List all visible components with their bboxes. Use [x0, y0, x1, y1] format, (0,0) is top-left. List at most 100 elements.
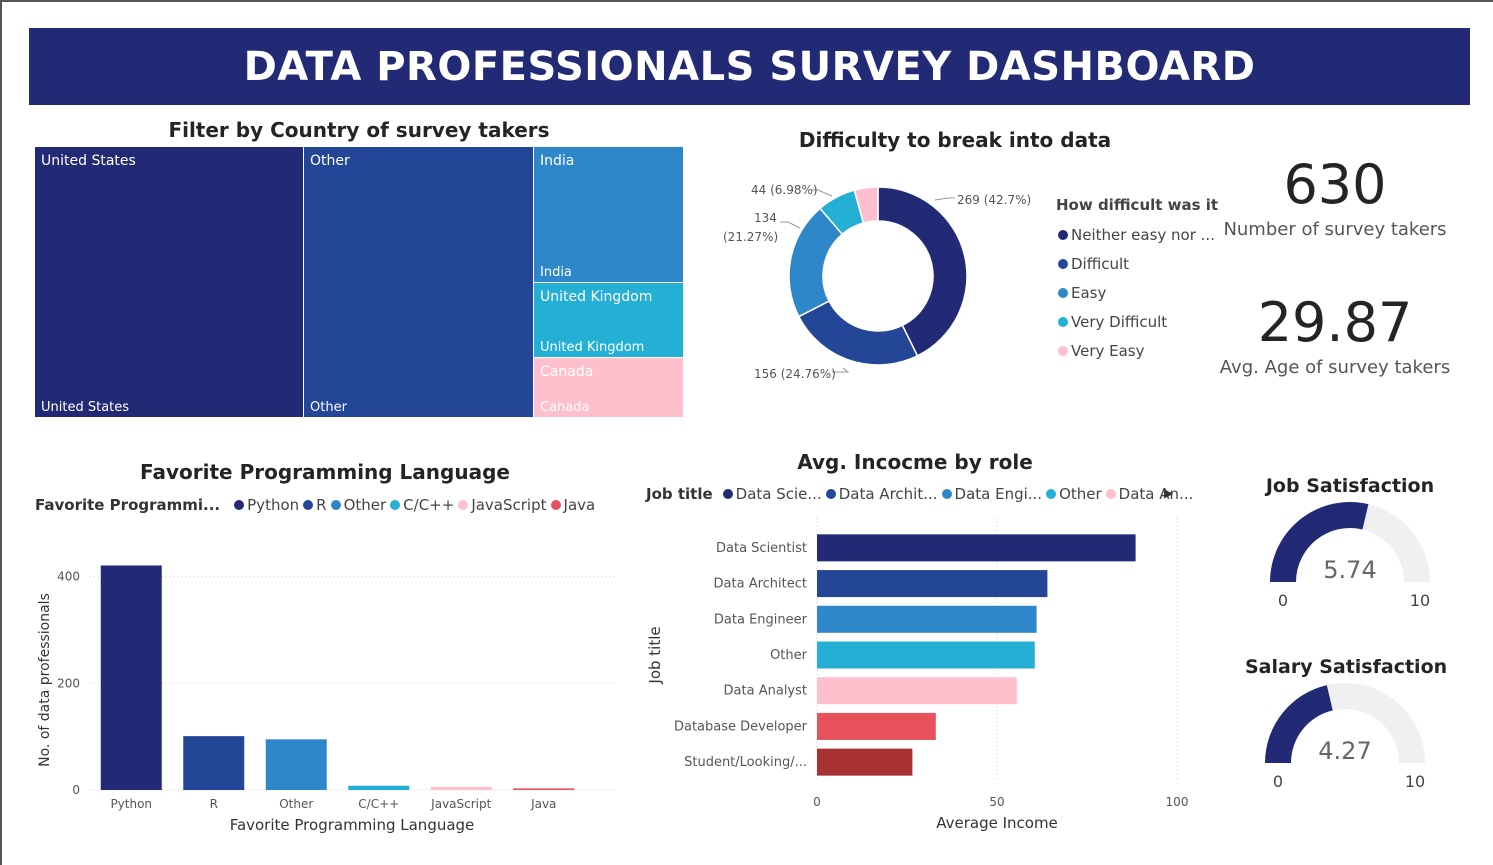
income-legend: Job title Data Scie... Data Archit... Da…: [646, 485, 1193, 503]
legend-dot-icon: [303, 500, 314, 510]
x-tick-label: R: [210, 797, 218, 811]
x-tick-label: Java: [530, 797, 556, 811]
bar-student-looking-[interactable]: [817, 748, 913, 776]
donut-legend-item[interactable]: Easy: [1056, 278, 1218, 307]
x-tick-label: 100: [1166, 795, 1189, 809]
bar-data-analyst[interactable]: [817, 677, 1017, 705]
kpi-value: 29.87: [1257, 291, 1413, 354]
bar-cc[interactable]: [348, 785, 410, 790]
gauge-value-label: 4.27: [1318, 737, 1371, 765]
gauge-value-label: 5.74: [1323, 556, 1376, 584]
country-treemap[interactable]: United States United States Other Other …: [35, 147, 683, 417]
donut-legend: How difficult was it Neither easy nor ..…: [1056, 196, 1218, 365]
donut-legend-label: Easy: [1071, 283, 1107, 302]
y-tick-label: Data Engineer: [714, 612, 808, 627]
lang-legend-item[interactable]: JavaScript: [454, 496, 547, 514]
income-by-role-bar-chart[interactable]: 0 50 100 Data Scientist Data Architect Data E…: [640, 510, 1220, 840]
treemap-cell-india[interactable]: India India: [534, 147, 683, 282]
x-axis-label: Average Income: [936, 814, 1058, 832]
bar-java[interactable]: [513, 788, 575, 790]
income-chart-title: Avg. Incocme by role: [797, 450, 1033, 474]
treemap-cell-canada[interactable]: Canada Canada: [534, 358, 683, 417]
y-axis-label: No. of data professionals: [37, 593, 53, 767]
donut-legend-item[interactable]: Difficult: [1056, 249, 1218, 278]
legend-dot-icon: [1105, 489, 1116, 499]
bar-data-architect[interactable]: [817, 570, 1048, 598]
donut-legend-item[interactable]: Neither easy nor ...: [1056, 220, 1218, 249]
lang-legend-item[interactable]: Java: [547, 496, 596, 514]
donut-label-neither: 269 (42.7%): [957, 193, 1031, 207]
legend-dot-icon: [1058, 258, 1068, 269]
donut-slice-difficult[interactable]: [797, 300, 919, 366]
x-tick-label: 0: [813, 795, 821, 809]
income-legend-item[interactable]: Data Engi...: [938, 485, 1042, 503]
treemap-cell-united-states[interactable]: United States United States: [35, 147, 303, 417]
legend-dot-icon: [550, 500, 561, 510]
income-legend-item[interactable]: Data An...: [1102, 485, 1194, 503]
lang-legend-item[interactable]: C/C++: [386, 496, 454, 514]
income-legend-label: Other: [1059, 485, 1102, 503]
donut-legend-item[interactable]: Very Easy: [1056, 336, 1218, 365]
lang-chart-title: Favorite Programming Language: [140, 460, 510, 484]
gauge-max-label: 10: [1410, 591, 1430, 610]
income-legend-item[interactable]: Data Archit...: [822, 485, 938, 503]
donut-legend-label: Difficult: [1071, 254, 1130, 273]
legend-dot-icon: [458, 500, 469, 510]
lang-legend-item[interactable]: R: [299, 496, 327, 514]
dashboard-title: DATA PROFESSIONALS SURVEY DASHBOARD: [243, 43, 1256, 90]
income-legend-title: Job title: [646, 485, 713, 503]
legend-dot-icon: [330, 500, 341, 510]
gauge-fill: [1270, 502, 1369, 582]
legend-dot-icon: [390, 500, 401, 510]
bar-data-scientist[interactable]: [817, 534, 1136, 562]
job-satisfaction-gauge[interactable]: 5.74 0 10: [1250, 495, 1450, 620]
bar-data-engineer[interactable]: [817, 605, 1037, 633]
y-tick-label: 200: [57, 676, 80, 690]
bar-database-developer[interactable]: [817, 712, 936, 740]
treemap-cell-other[interactable]: Other Other: [304, 147, 533, 417]
treemap-cell-sublabel: Other: [310, 400, 347, 415]
lang-legend-item[interactable]: Python: [230, 496, 299, 514]
income-legend-label: Data Archit...: [838, 485, 938, 503]
income-legend-label: Data Scie...: [735, 485, 822, 503]
lang-legend-label: Java: [563, 496, 596, 514]
treemap-cell-united-kingdom[interactable]: United Kingdom United Kingdom: [534, 283, 683, 357]
donut-leader-lines: [780, 189, 955, 373]
donut-label-easy-count: 134: [754, 211, 777, 225]
donut-label-very-difficult: 44 (6.98%): [751, 183, 818, 197]
legend-dot-icon: [1058, 287, 1068, 298]
salary-gauge-title: Salary Satisfaction: [1245, 656, 1448, 678]
x-tick-label: JavaScript: [430, 797, 491, 811]
x-tick-label: 50: [989, 795, 1004, 809]
legend-dot-icon: [825, 489, 836, 499]
bar-javascript[interactable]: [430, 786, 492, 790]
donut-label-easy-pct: (21.27%): [723, 230, 778, 244]
income-legend-item[interactable]: Data Scie...: [719, 485, 822, 503]
treemap-cell-label: United Kingdom: [540, 289, 653, 305]
leader-line-very-difficult: [812, 189, 833, 197]
bar-other[interactable]: [265, 739, 327, 790]
kpi-survey-takers: 630 Number of survey takers: [1215, 155, 1455, 241]
salary-satisfaction-gauge[interactable]: 4.27 0 10: [1245, 676, 1445, 801]
y-tick-label: 400: [57, 570, 80, 584]
donut-slice-neither-easy-nor-difficult[interactable]: [877, 186, 968, 357]
legend-dot-icon: [234, 500, 245, 510]
donut-title: Difficulty to break into data: [798, 128, 1112, 152]
donut-legend-item[interactable]: Very Difficult: [1056, 307, 1218, 336]
difficulty-donut-chart[interactable]: 269 (42.7%) 156 (24.76%) 134 (21.27%) 44…: [700, 160, 1050, 390]
income-legend-label: Data An...: [1118, 485, 1194, 503]
income-legend-item[interactable]: Other: [1042, 485, 1102, 503]
programming-language-bar-chart[interactable]: 0 200 400 Python R Other C/C++ JavaScript Java Fa…: [30, 540, 630, 840]
gauge-min-label: 0: [1278, 591, 1288, 610]
bar-python[interactable]: [100, 565, 162, 790]
bar-other[interactable]: [817, 641, 1035, 669]
bar-r[interactable]: [183, 736, 245, 790]
legend-next-arrow-icon[interactable]: ▶: [1164, 486, 1174, 500]
legend-dot-icon: [1046, 489, 1057, 499]
y-tick-label: 0: [72, 783, 80, 797]
y-tick-label: Database Developer: [674, 719, 808, 734]
y-tick-label: Data Analyst: [724, 684, 807, 699]
legend-dot-icon: [1058, 229, 1068, 240]
donut-slice-very-easy[interactable]: [853, 186, 879, 224]
lang-legend-item[interactable]: Other: [327, 496, 386, 514]
